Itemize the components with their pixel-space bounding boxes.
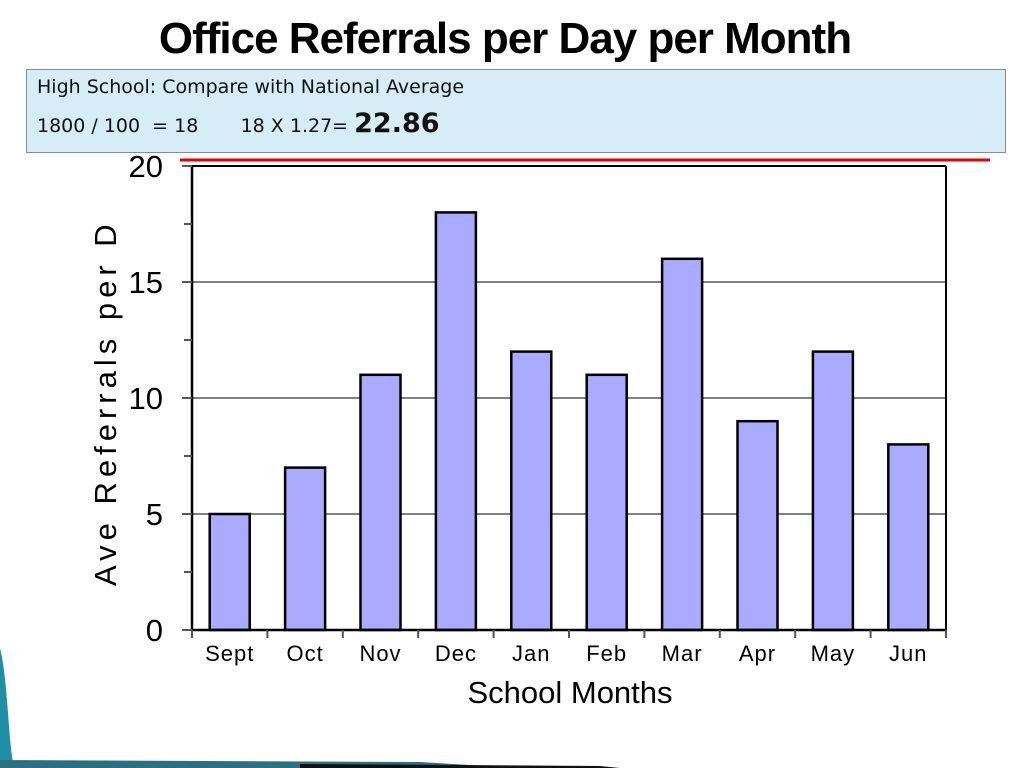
x-tick-label: Dec [435,641,477,666]
bar [208,512,251,632]
x-tick-label: Feb [586,641,627,666]
y-tick-label: 20 [129,149,163,184]
ticks: 0 5 10 15 20 Sept Oct Nov Dec Jan Feb Mar Apr May Jun [129,149,947,666]
x-tick-label: Nov [359,641,401,666]
bar [660,257,704,632]
y-tick-label: 10 [129,381,163,416]
x-axis-label: School Months [467,675,672,710]
slide-title: Office Referrals per Day per Month [158,14,852,63]
x-tick-label: Sept [205,641,254,666]
bar [811,350,855,632]
decor-swoosh-dark [300,764,620,768]
x-tick-label: May [811,641,856,666]
y-axis-label: Ave Referrals per D [88,219,123,586]
callout-line-2: 1800 / 100 = 18 18 X 1.27= 22.86 [37,108,440,139]
bar [585,373,628,632]
decor-swoosh-left [0,648,14,768]
bar [736,419,779,632]
y-tick-label: 15 [129,265,163,300]
y-tick-label: 0 [146,613,163,648]
x-tick-label: Jan [512,641,550,666]
bar [887,443,930,632]
x-tick-label: Jun [889,641,927,666]
bar [359,373,402,632]
bar [510,350,553,632]
callout-line-1: High School: Compare with National Avera… [37,76,465,98]
y-tick-label: 5 [146,497,163,532]
bar [283,466,327,632]
callout-formula: 1800 / 100 = 18 18 X 1.27= [37,115,355,137]
x-tick-label: Mar [662,641,703,666]
callout-result: 22.86 [354,108,440,139]
bars [208,211,930,632]
bar [434,211,478,632]
x-tick-label: Apr [739,641,776,666]
x-tick-label: Oct [286,641,323,666]
callout-box: High School: Compare with National Avera… [26,69,1006,153]
